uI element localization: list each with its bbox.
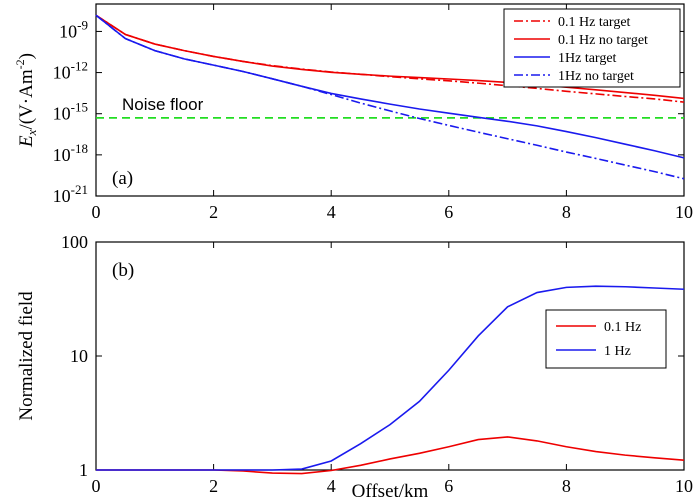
legend-label: 1Hz target [558, 51, 617, 66]
series-line-1 [96, 436, 685, 475]
series-line-2 [96, 285, 685, 471]
legend-label: 0.1 Hz [604, 320, 641, 335]
legend-box [545, 309, 667, 369]
x-tick-label: 8 [562, 202, 571, 222]
y-tick-label: 1 [79, 460, 88, 480]
panel-b-legend: 0.1 Hz 1 Hz [545, 309, 667, 369]
y-tick-label: 10-9 [59, 17, 88, 41]
series-line-2 [95, 14, 685, 100]
legend-label: 1Hz no target [558, 69, 634, 84]
panel-b: 0 2 4 6 8 10 1 10 100 (b) Normalized field Offse… [16, 232, 693, 502]
legend-box [503, 8, 681, 88]
x-tick-label: 2 [209, 202, 218, 222]
x-tick-label: 10 [675, 476, 693, 496]
panel-a: 0 2 4 6 8 10 10-9 10-12 10-15 10-18 10-21 (a) Nois… [13, 3, 693, 222]
x-tick-label: 6 [444, 202, 453, 222]
panel-b-label: (b) [112, 260, 134, 281]
panel-a-label: (a) [112, 168, 133, 189]
y-tick-label: 10-12 [53, 59, 88, 83]
legend-label: 0.1 Hz target [558, 15, 631, 30]
x-tick-label: 4 [327, 202, 336, 222]
series-line-4 [95, 14, 685, 180]
legend-label: 0.1 Hz no target [558, 33, 648, 48]
x-tick-label: 0 [92, 202, 101, 222]
legend-label: 1 Hz [604, 344, 631, 359]
x-tick-label: 2 [209, 476, 218, 496]
x-tick-label: 8 [562, 476, 571, 496]
panel-a-frame [95, 3, 685, 197]
panel-a-legend: 0.1 Hz target 0.1 Hz no target 1Hz target 1… [503, 8, 681, 88]
x-tick-label: 6 [444, 476, 453, 496]
panel-b-xlabel: Offset/km [352, 481, 429, 502]
y-tick-label: 100 [61, 232, 88, 252]
panel-a-ylabel: Ex/(V·Am-2) [13, 53, 39, 148]
x-tick-label: 4 [327, 476, 336, 496]
y-tick-label: 10-18 [53, 141, 88, 165]
noise-floor-label: Noise floor [122, 95, 204, 114]
y-tick-label: 10-15 [53, 100, 88, 124]
x-tick-label: 10 [675, 202, 693, 222]
panel-b-ylabel: Normalized field [16, 291, 37, 421]
y-tick-label: 10-21 [53, 182, 88, 206]
y-tick-label: 10 [70, 346, 88, 366]
x-tick-label: 0 [92, 476, 101, 496]
